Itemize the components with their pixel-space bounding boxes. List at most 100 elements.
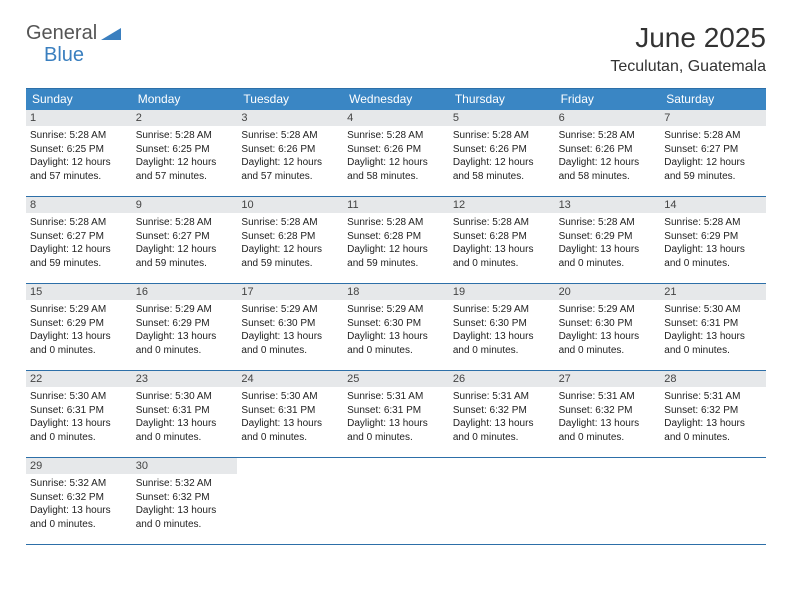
day-number: 11 xyxy=(343,197,449,213)
day-number: 14 xyxy=(660,197,766,213)
week-row: 1Sunrise: 5:28 AMSunset: 6:25 PMDaylight… xyxy=(26,110,766,197)
day-cell: 10Sunrise: 5:28 AMSunset: 6:28 PMDayligh… xyxy=(237,197,343,283)
sunset-text: Sunset: 6:30 PM xyxy=(559,317,657,331)
location: Teculutan, Guatemala xyxy=(610,58,766,76)
sunset-text: Sunset: 6:29 PM xyxy=(559,230,657,244)
header: General Blue June 2025 Teculutan, Guatem… xyxy=(0,0,792,82)
day-cell: 9Sunrise: 5:28 AMSunset: 6:27 PMDaylight… xyxy=(132,197,238,283)
daylight-text: Daylight: 12 hours and 58 minutes. xyxy=(559,156,657,183)
dow-saturday: Saturday xyxy=(660,89,766,110)
daylight-text: Daylight: 13 hours and 0 minutes. xyxy=(136,330,234,357)
day-number: 28 xyxy=(660,371,766,387)
week-row: 15Sunrise: 5:29 AMSunset: 6:29 PMDayligh… xyxy=(26,284,766,371)
sunrise-text: Sunrise: 5:29 AM xyxy=(136,303,234,317)
day-cell xyxy=(555,458,661,544)
sunset-text: Sunset: 6:25 PM xyxy=(30,143,128,157)
sunrise-text: Sunrise: 5:28 AM xyxy=(347,129,445,143)
sunrise-text: Sunrise: 5:31 AM xyxy=(559,390,657,404)
sunrise-text: Sunrise: 5:30 AM xyxy=(664,303,762,317)
day-number: 19 xyxy=(449,284,555,300)
day-number: 9 xyxy=(132,197,238,213)
sunrise-text: Sunrise: 5:28 AM xyxy=(136,216,234,230)
daylight-text: Daylight: 13 hours and 0 minutes. xyxy=(559,417,657,444)
sunset-text: Sunset: 6:27 PM xyxy=(30,230,128,244)
day-number: 2 xyxy=(132,110,238,126)
day-cell: 4Sunrise: 5:28 AMSunset: 6:26 PMDaylight… xyxy=(343,110,449,196)
daylight-text: Daylight: 12 hours and 59 minutes. xyxy=(664,156,762,183)
logo-triangle-icon xyxy=(101,26,123,42)
day-number: 23 xyxy=(132,371,238,387)
sunrise-text: Sunrise: 5:28 AM xyxy=(559,216,657,230)
sunset-text: Sunset: 6:32 PM xyxy=(664,404,762,418)
daylight-text: Daylight: 12 hours and 57 minutes. xyxy=(30,156,128,183)
day-number: 21 xyxy=(660,284,766,300)
sunrise-text: Sunrise: 5:28 AM xyxy=(559,129,657,143)
day-number: 25 xyxy=(343,371,449,387)
sunset-text: Sunset: 6:28 PM xyxy=(453,230,551,244)
day-cell: 26Sunrise: 5:31 AMSunset: 6:32 PMDayligh… xyxy=(449,371,555,457)
daylight-text: Daylight: 12 hours and 58 minutes. xyxy=(453,156,551,183)
day-number: 3 xyxy=(237,110,343,126)
daylight-text: Daylight: 13 hours and 0 minutes. xyxy=(30,330,128,357)
daylight-text: Daylight: 13 hours and 0 minutes. xyxy=(453,243,551,270)
sunrise-text: Sunrise: 5:30 AM xyxy=(241,390,339,404)
title-block: June 2025 Teculutan, Guatemala xyxy=(610,22,766,76)
daylight-text: Daylight: 12 hours and 58 minutes. xyxy=(347,156,445,183)
dow-thursday: Thursday xyxy=(449,89,555,110)
sunset-text: Sunset: 6:26 PM xyxy=(453,143,551,157)
day-cell xyxy=(237,458,343,544)
sunrise-text: Sunrise: 5:28 AM xyxy=(136,129,234,143)
sunset-text: Sunset: 6:28 PM xyxy=(241,230,339,244)
day-number: 5 xyxy=(449,110,555,126)
day-number: 26 xyxy=(449,371,555,387)
sunrise-text: Sunrise: 5:31 AM xyxy=(664,390,762,404)
sunset-text: Sunset: 6:32 PM xyxy=(453,404,551,418)
sunrise-text: Sunrise: 5:29 AM xyxy=(241,303,339,317)
day-number: 18 xyxy=(343,284,449,300)
day-number: 16 xyxy=(132,284,238,300)
day-cell: 5Sunrise: 5:28 AMSunset: 6:26 PMDaylight… xyxy=(449,110,555,196)
day-cell xyxy=(343,458,449,544)
day-cell: 27Sunrise: 5:31 AMSunset: 6:32 PMDayligh… xyxy=(555,371,661,457)
daylight-text: Daylight: 13 hours and 0 minutes. xyxy=(136,417,234,444)
calendar: Sunday Monday Tuesday Wednesday Thursday… xyxy=(26,88,766,545)
daylight-text: Daylight: 13 hours and 0 minutes. xyxy=(559,330,657,357)
day-number: 20 xyxy=(555,284,661,300)
sunrise-text: Sunrise: 5:32 AM xyxy=(136,477,234,491)
daylight-text: Daylight: 13 hours and 0 minutes. xyxy=(347,330,445,357)
sunset-text: Sunset: 6:32 PM xyxy=(30,491,128,505)
weeks-container: 1Sunrise: 5:28 AMSunset: 6:25 PMDaylight… xyxy=(26,110,766,545)
sunset-text: Sunset: 6:31 PM xyxy=(664,317,762,331)
day-number: 13 xyxy=(555,197,661,213)
logo-text-main: General xyxy=(26,22,97,45)
daylight-text: Daylight: 13 hours and 0 minutes. xyxy=(136,504,234,531)
sunset-text: Sunset: 6:31 PM xyxy=(347,404,445,418)
sunset-text: Sunset: 6:28 PM xyxy=(347,230,445,244)
sunrise-text: Sunrise: 5:30 AM xyxy=(136,390,234,404)
day-cell: 1 Sunrise: 5:28 AMSunset: 6:25 PMDaylight… xyxy=(26,110,132,196)
week-row: 22Sunrise: 5:30 AMSunset: 6:31 PMDayligh… xyxy=(26,371,766,458)
day-number: 15 xyxy=(26,284,132,300)
day-cell: 18 Sunrise: 5:29 AMSunset: 6:30 PMDayligh… xyxy=(343,284,449,370)
day-cell xyxy=(449,458,555,544)
daylight-text: Daylight: 13 hours and 0 minutes. xyxy=(664,243,762,270)
week-row: 8Sunrise: 5:28 AMSunset: 6:27 PMDaylight… xyxy=(26,197,766,284)
sunrise-text: Sunrise: 5:28 AM xyxy=(30,129,128,143)
sunrise-text: Sunrise: 5:28 AM xyxy=(347,216,445,230)
day-cell: 25Sunrise: 5:31 AMSunset: 6:31 PMDayligh… xyxy=(343,371,449,457)
daylight-text: Daylight: 12 hours and 59 minutes. xyxy=(136,243,234,270)
day-cell: 23 Sunrise: 5:30 AMSunset: 6:31 PMDayligh… xyxy=(132,371,238,457)
sunrise-text: Sunrise: 5:28 AM xyxy=(664,216,762,230)
day-number: 22 xyxy=(26,371,132,387)
sunset-text: Sunset: 6:30 PM xyxy=(347,317,445,331)
sunset-text: Sunset: 6:32 PM xyxy=(559,404,657,418)
day-cell: 29Sunrise: 5:32 AMSunset: 6:32 PMDayligh… xyxy=(26,458,132,544)
sunset-text: Sunset: 6:26 PM xyxy=(347,143,445,157)
sunset-text: Sunset: 6:32 PM xyxy=(136,491,234,505)
day-number: 1 xyxy=(26,110,132,126)
daylight-text: Daylight: 13 hours and 0 minutes. xyxy=(241,417,339,444)
day-cell: 24Sunrise: 5:30 AMSunset: 6:31 PMDayligh… xyxy=(237,371,343,457)
sunrise-text: Sunrise: 5:28 AM xyxy=(241,216,339,230)
sunrise-text: Sunrise: 5:29 AM xyxy=(347,303,445,317)
sunset-text: Sunset: 6:31 PM xyxy=(136,404,234,418)
